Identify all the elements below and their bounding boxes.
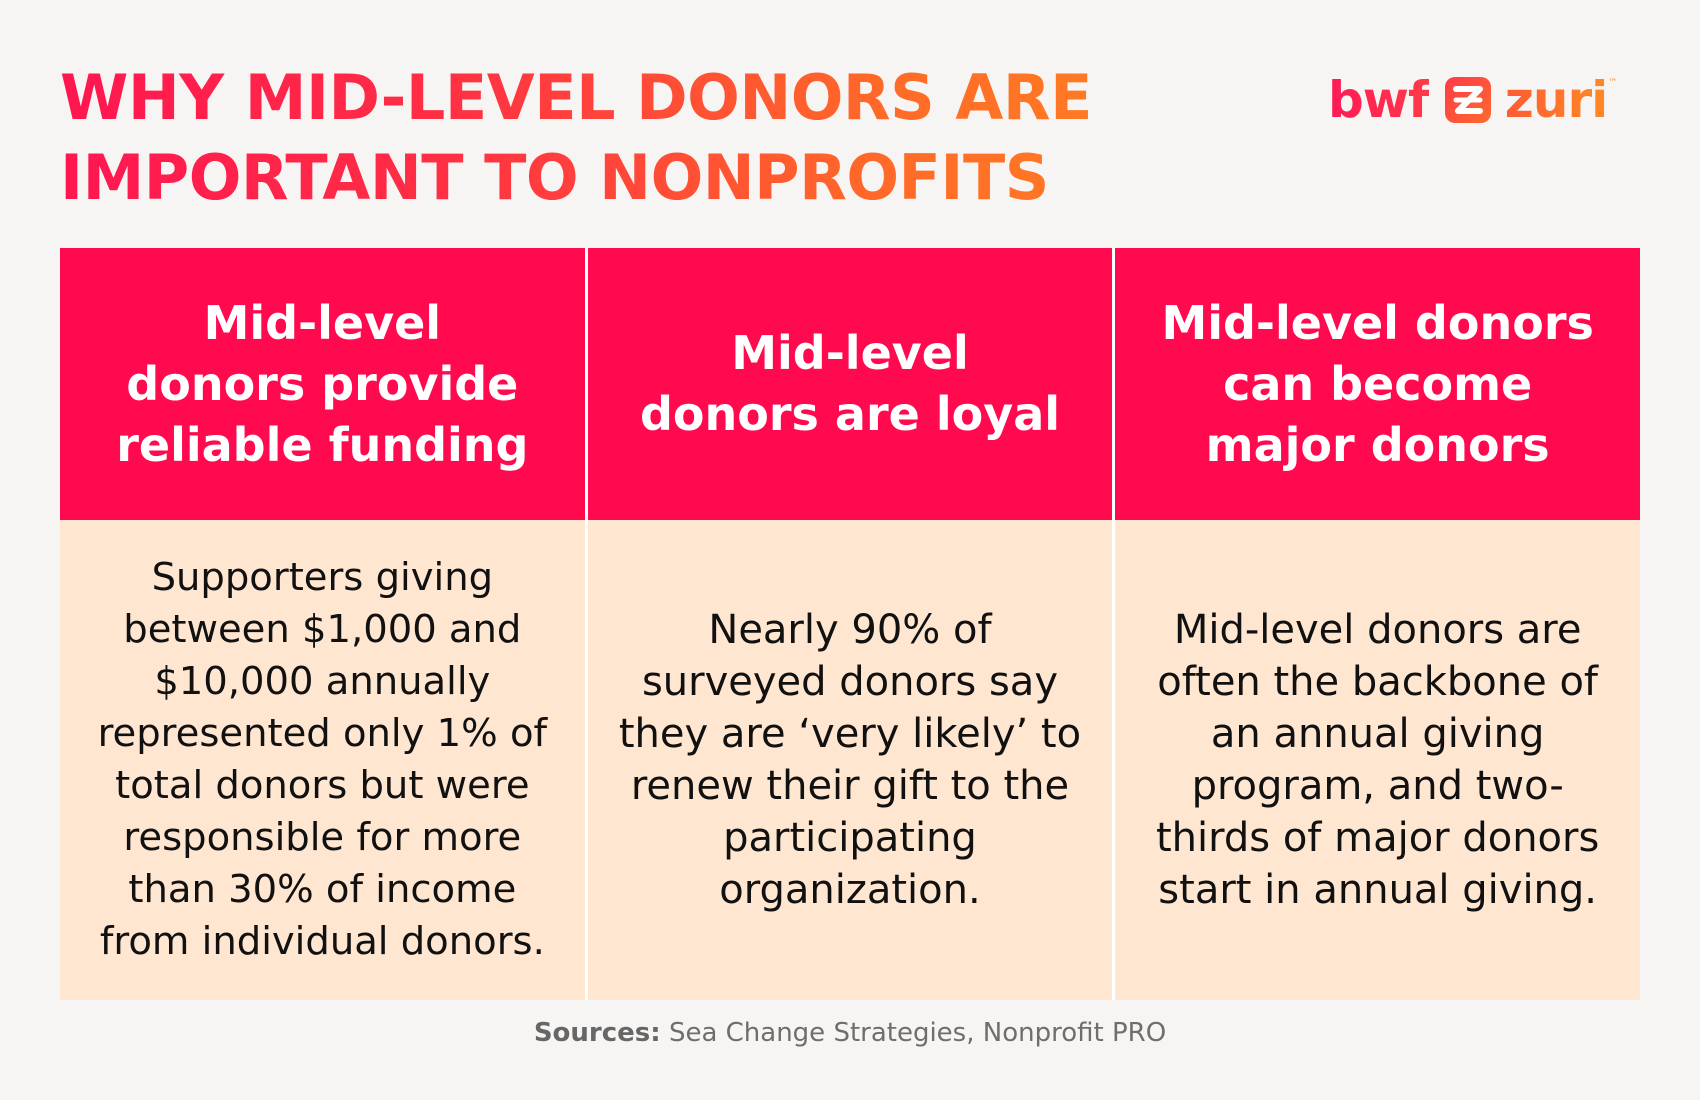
sources-caption: Sources: Sea Change Strategies, Nonprofi… [0, 1018, 1700, 1048]
page-title-line-1: WHY MID-LEVEL DONORS ARE [60, 61, 1092, 134]
zuri-z-mark-icon [1444, 77, 1491, 123]
page-title-line-2: IMPORTANT TO NONPROFITS [60, 141, 1049, 214]
column-body-text: Nearly 90% of surveyed donors say they a… [618, 607, 1082, 913]
page-title: WHY MID-LEVEL DONORS ARE IMPORTANT TO NO… [60, 58, 1160, 218]
sources-label: Sources: [533, 1018, 661, 1048]
column-heading-reliable-funding: Mid-level donors provide reliable fundin… [60, 248, 585, 520]
column-heading-loyal: Mid-level donors are loyal [587, 248, 1113, 520]
column-body-loyal: Nearly 90% of surveyed donors say they a… [587, 520, 1113, 1000]
logo-bwf-text: bwf [1328, 71, 1430, 129]
brand-logo: bwf zuri ™ [1328, 68, 1617, 132]
column-heading-major-donors: Mid-level donors can become major donors [1115, 248, 1640, 520]
donor-reasons-table: Mid-level donors provide reliable fundin… [60, 248, 1640, 1000]
column-heading-text: Mid-level donors are loyal [639, 326, 1061, 441]
column-body-text: Supporters giving between $1,000 and $10… [97, 555, 548, 964]
column-body-reliable-funding: Supporters giving between $1,000 and $10… [60, 520, 585, 1000]
sources-text: Sea Change Strategies, Nonprofit PRO [668, 1018, 1167, 1048]
logo-trademark: ™ [1608, 78, 1617, 88]
column-heading-text: Mid-level donors provide reliable fundin… [116, 295, 529, 472]
logo-zuri-text: zuri [1504, 71, 1608, 129]
column-body-major-donors: Mid-level donors are often the backbone … [1115, 520, 1640, 1000]
column-body-text: Mid-level donors are often the backbone … [1156, 607, 1600, 913]
column-heading-text: Mid-level donors can become major donors [1161, 295, 1594, 472]
